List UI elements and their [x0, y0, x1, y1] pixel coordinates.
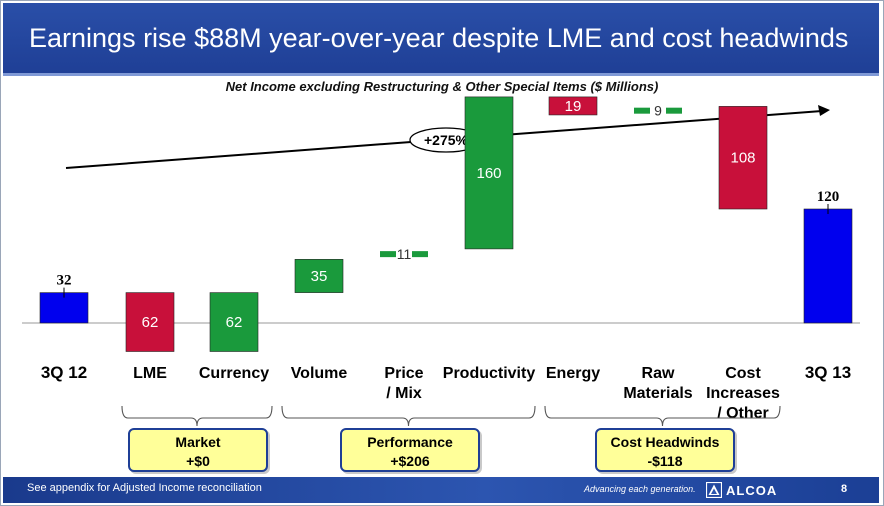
group-title: Cost Headwinds: [610, 434, 720, 450]
x-tick-label: Productivity: [443, 365, 536, 382]
page-number: 8: [841, 483, 848, 495]
group-box-cost-headwinds: Cost Headwinds -$118: [595, 428, 735, 472]
brace-cost-headwinds: [544, 405, 781, 427]
waterfall-bar: [666, 107, 682, 114]
slide-title: Earnings rise $88M year-over-year despit…: [29, 23, 849, 53]
growth-annotation: +275%: [424, 132, 469, 148]
x-tick-label: 3Q 13: [805, 363, 851, 382]
waterfall-bar: [125, 292, 175, 352]
footer-tagline: Advancing each generation.: [584, 484, 696, 494]
group-value: -$118: [647, 453, 683, 469]
brace-performance: [281, 405, 536, 427]
group-box-market: Market +$0: [128, 428, 268, 472]
x-tick-label: 3Q 12: [41, 363, 87, 382]
waterfall-bar: [718, 106, 768, 210]
data-label: 62: [142, 314, 159, 331]
group-value: +$0: [186, 453, 210, 469]
alcoa-logo: ALCOA: [706, 482, 777, 498]
waterfall-bar: [803, 208, 853, 324]
group-value: +$206: [390, 453, 430, 469]
data-label: 9: [654, 103, 662, 119]
waterfall-bar: [39, 292, 89, 324]
data-label: 108: [730, 150, 755, 167]
waterfall-bar: [380, 251, 396, 258]
x-tick-label: Raw Materials: [623, 365, 692, 402]
group-title: Performance: [367, 434, 453, 450]
waterfall-bar: [294, 259, 344, 293]
data-label: 120: [817, 189, 840, 205]
brace-market: [121, 405, 273, 427]
waterfall-bar: [209, 292, 259, 352]
data-label: 11: [397, 246, 412, 262]
chart-title: Net Income excluding Restructuring & Oth…: [225, 79, 659, 94]
data-label: 160: [476, 165, 501, 182]
x-tick-label: Energy: [546, 365, 600, 382]
data-label: 19: [565, 98, 582, 115]
footer-note: See appendix for Adjusted Income reconci…: [27, 482, 262, 494]
x-tick-label: Volume: [291, 365, 348, 382]
data-label: 35: [311, 268, 328, 285]
trend-arrow-head: [818, 105, 830, 116]
slide-footer: See appendix for Adjusted Income reconci…: [3, 477, 879, 503]
waterfall-bar: [412, 251, 428, 258]
x-tick-label: Cost Increases / Other: [706, 365, 780, 422]
waterfall-bar: [634, 107, 650, 114]
waterfall-bar: [548, 96, 598, 116]
logo-text: ALCOA: [726, 482, 778, 498]
data-label: 62: [226, 314, 243, 331]
waterfall-bar: [464, 96, 514, 250]
x-tick-label: Currency: [199, 365, 269, 382]
x-tick-label: Price / Mix: [384, 365, 423, 402]
x-tick-label: LME: [133, 365, 167, 382]
data-label: 32: [57, 273, 72, 289]
group-title: Market: [175, 434, 221, 450]
slide-header: Earnings rise $88M year-over-year despit…: [3, 3, 879, 76]
alcoa-logo-icon: [706, 482, 722, 498]
group-box-performance: Performance +$206: [340, 428, 480, 472]
